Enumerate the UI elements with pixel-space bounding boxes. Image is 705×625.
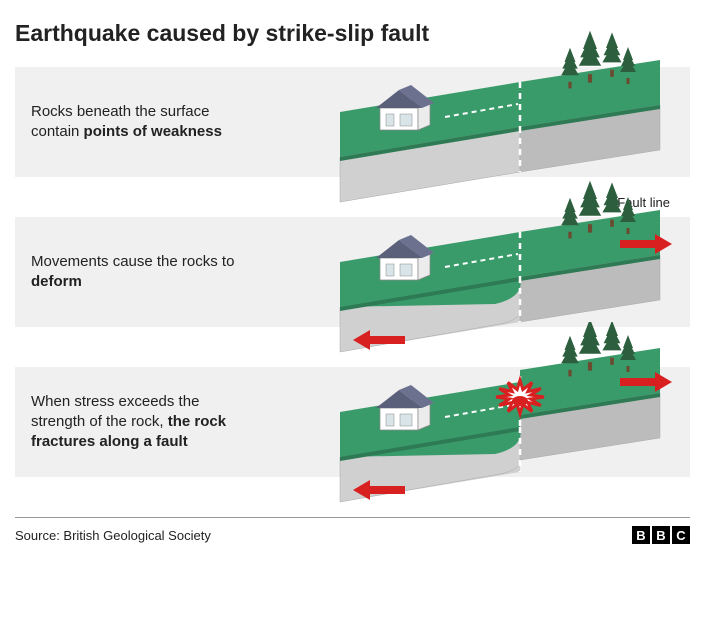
panel-1: Rocks beneath the surface contain points…: [15, 67, 690, 177]
panel-1-text: Rocks beneath the surface contain points…: [15, 102, 265, 143]
panel-3: When stress exceeds the strength of the …: [15, 367, 690, 477]
bbc-logo: BBC: [632, 526, 690, 544]
panel-3-diagram: [290, 322, 690, 522]
panel-2-text: Movements cause the rocks to deform: [15, 252, 265, 293]
source-label: Source: British Geological Society: [15, 528, 211, 543]
panel-2: Movements cause the rocks to deform: [15, 217, 690, 327]
panel-3-text: When stress exceeds the strength of the …: [15, 392, 265, 453]
